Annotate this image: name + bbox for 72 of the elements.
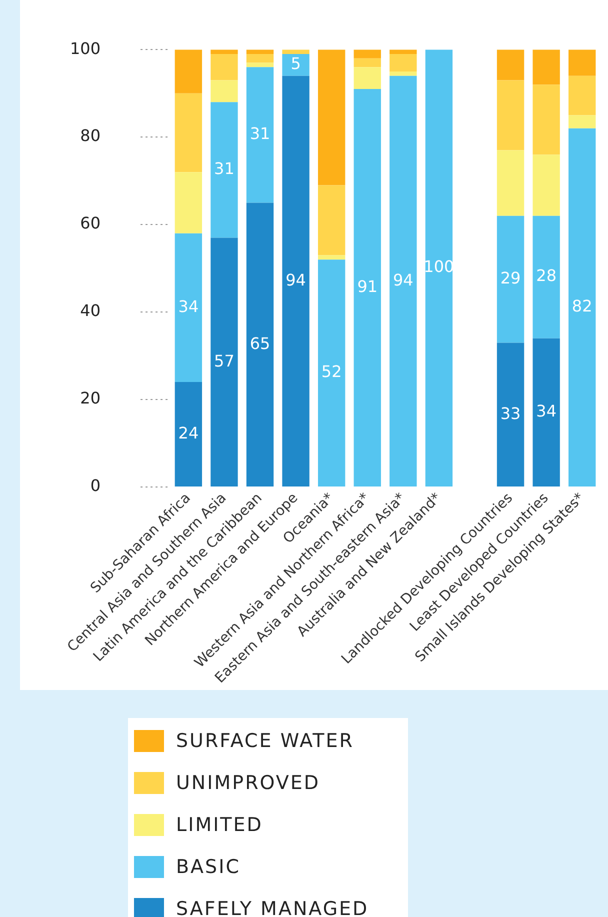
data-label: 31: [214, 159, 234, 178]
bar: [246, 67, 274, 203]
bar: [174, 93, 202, 172]
bar: [354, 88, 381, 487]
bar: [210, 238, 238, 487]
bar: [174, 233, 202, 382]
bar: [354, 67, 381, 89]
bar: [496, 216, 524, 343]
bar: [496, 342, 524, 487]
bar: [532, 154, 560, 216]
bar: [282, 76, 310, 487]
legend-label: BASIC: [176, 856, 240, 878]
bar: [318, 260, 346, 487]
bar: [246, 202, 274, 487]
bar: [532, 338, 560, 487]
y-tick-label: 60: [80, 214, 101, 233]
data-label: 57: [214, 351, 234, 370]
bar: [174, 382, 202, 487]
bar: [496, 150, 524, 216]
data-label: 33: [500, 404, 521, 423]
y-tick-label: 80: [80, 126, 101, 146]
bar: [246, 62, 274, 68]
bar: [210, 50, 238, 54]
bar: [568, 128, 596, 487]
legend-label: SURFACE WATER: [176, 730, 354, 752]
bar: [318, 185, 346, 256]
data-label: 34: [536, 402, 556, 421]
bar: [496, 80, 524, 150]
bar: [210, 102, 238, 238]
bar: [390, 50, 417, 54]
data-label: 24: [178, 423, 199, 442]
data-label: 34: [178, 296, 199, 316]
data-label: 31: [250, 124, 270, 144]
bar: [568, 115, 596, 128]
bar: [532, 84, 560, 155]
bar: [568, 50, 596, 76]
bar: [318, 255, 346, 260]
bar: [354, 58, 381, 68]
legend-label: SAFELY MANAGED: [176, 898, 369, 917]
bar: [318, 50, 346, 186]
data-label: 94: [392, 270, 414, 290]
y-tick-label: 40: [80, 301, 101, 320]
bar: [246, 54, 274, 63]
y-tick-label: 20: [80, 388, 101, 408]
y-tick-label: 0: [90, 476, 101, 496]
legend-label: UNIMPROVED: [176, 772, 320, 794]
bar: [568, 76, 596, 116]
data-label: 65: [250, 334, 270, 353]
bar: [390, 71, 417, 76]
bar: [532, 216, 560, 338]
y-tick-label: 100: [70, 38, 101, 58]
bar: [246, 50, 274, 54]
data-label: 29: [500, 268, 521, 288]
legend-label: LIMITED: [176, 814, 263, 836]
bar: [425, 50, 453, 487]
bar: [390, 76, 417, 487]
bar: [174, 172, 202, 234]
data-label: 94: [286, 270, 306, 290]
bar: [210, 54, 238, 80]
data-label: 5: [290, 54, 301, 74]
bar: [390, 54, 417, 72]
data-label: 82: [572, 296, 592, 316]
bar: [282, 50, 310, 54]
data-label: 52: [321, 362, 342, 382]
data-label: 28: [536, 266, 556, 286]
bar: [282, 54, 310, 76]
bar: [496, 50, 524, 80]
bar: [354, 50, 381, 58]
bar: [174, 50, 202, 94]
bar: [210, 80, 238, 102]
bar: [532, 50, 560, 85]
data-label: 91: [357, 276, 378, 296]
